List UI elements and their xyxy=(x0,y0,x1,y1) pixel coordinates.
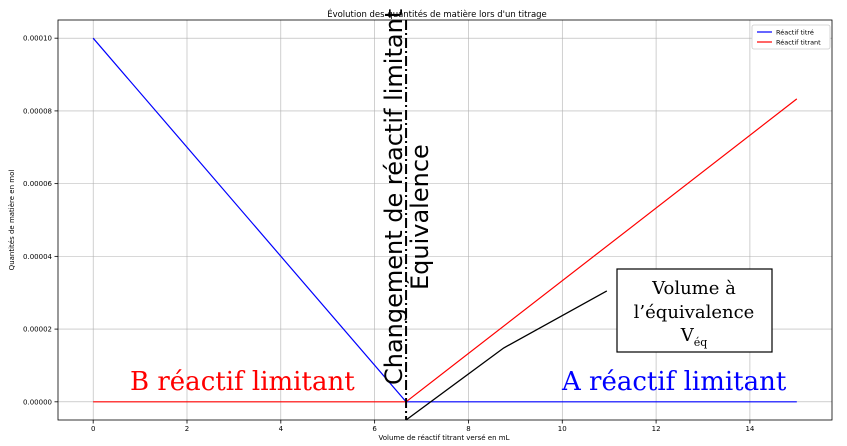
chart-title: Évolution des quantités de matière lors … xyxy=(327,8,547,20)
y-tick-label: 0.00006 xyxy=(23,180,52,188)
legend: Réactif titré Réactif titrant xyxy=(751,24,831,50)
equivalence-box-frame xyxy=(616,268,773,353)
x-tick-label: 6 xyxy=(372,425,377,433)
x-axis-label: Volume de réactif titrant versé en mL xyxy=(379,434,510,442)
legend-box xyxy=(751,24,831,50)
y-tick-label: 0.00008 xyxy=(23,107,52,115)
annotation-vertical-changement: Changement de réactif limitant xyxy=(380,9,408,385)
annotation-a-reactif-limitant: A réactif limitant xyxy=(561,367,787,397)
plot-frame xyxy=(57,19,833,421)
equivalence-box-line2: l’équivalence xyxy=(634,302,755,323)
legend-label-reactif-titre: Réactif titré xyxy=(776,29,814,37)
annotation-vertical-equivalence: Équivalence xyxy=(405,144,434,290)
legend-label-reactif-titrant: Réactif titrant xyxy=(776,39,821,47)
x-tick-label: 0 xyxy=(91,425,95,433)
equivalence-pointer-line xyxy=(405,290,608,421)
series-line-reactif-titrant xyxy=(93,98,798,403)
x-tick-label: 14 xyxy=(745,425,754,433)
x-tick-label: 4 xyxy=(279,425,284,433)
y-tick-label: 0.00002 xyxy=(23,326,52,334)
y-axis-label: Quantités de matière en mol xyxy=(8,170,16,271)
annotation-b-reactif-limitant: B réactif limitant xyxy=(130,367,355,397)
veq-symbol: V xyxy=(680,325,695,346)
equivalence-box-line3: Véq xyxy=(680,325,708,349)
axes: 0 2 4 6 8 10 12 14 0.00000 0.00002 0.00004 0.00006 0… xyxy=(23,19,833,433)
x-tick-label: 12 xyxy=(652,425,661,433)
y-tick-label: 0.00000 xyxy=(23,398,52,406)
x-tick-label: 8 xyxy=(466,425,470,433)
equivalence-box-line1: Volume à xyxy=(651,278,736,299)
equivalence-volume-box: Volume à l’équivalence Véq xyxy=(616,268,773,353)
y-tick-label: 0.00004 xyxy=(23,253,52,261)
grid-lines xyxy=(58,20,832,420)
veq-subscript: éq xyxy=(694,336,708,349)
y-tick-label: 0.00010 xyxy=(23,35,52,43)
x-tick-label: 2 xyxy=(185,425,189,433)
x-tick-label: 10 xyxy=(558,425,567,433)
annotation-layer xyxy=(405,20,608,421)
